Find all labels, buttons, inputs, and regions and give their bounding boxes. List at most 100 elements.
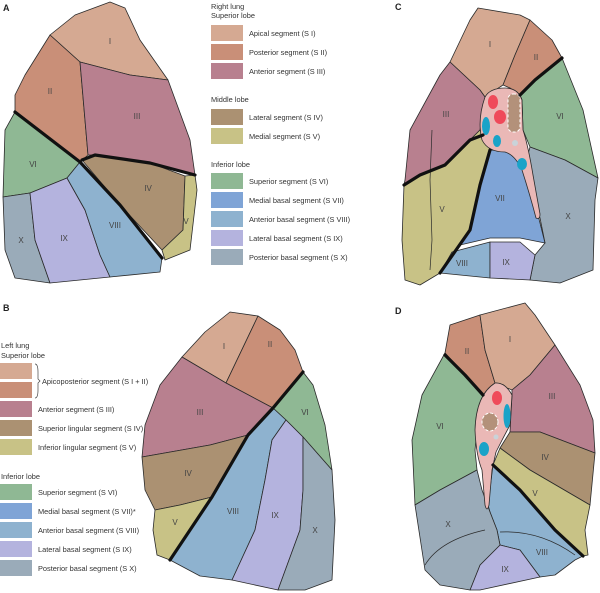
label-s9: IX [501,565,509,574]
segment-s10 [277,436,336,591]
legend-swatch [211,44,243,60]
oblique-fissure-upper [443,353,485,397]
oblique-fissure [491,463,585,558]
legend-swatch [211,192,243,208]
legend-item: Posterior basal segment (S X) [38,564,137,573]
pulmonary-artery-icon [488,95,498,109]
legend-swatch [211,25,243,41]
label-s3: III [197,408,204,417]
label-s6: VI [436,422,444,431]
legend-swatch [0,401,32,417]
legend-item: Anterior basal segment (S VIII) [249,215,350,224]
label-s2: II [268,340,272,349]
legend-swatch [0,420,32,436]
legend-lobe-title: Inferior lobe [211,160,250,169]
legend-lobe-title: Middle lobe [211,95,249,104]
panel-label-a: A [3,3,10,13]
label-s5: V [532,489,538,498]
label-s4: IV [184,469,192,478]
label-s10: X [565,212,571,221]
legend-swatch [211,173,243,189]
legend-lobe-title: Superior lobe [1,351,45,360]
legend-item: Lateral basal segment (S IX) [249,234,343,243]
label-s4: IV [144,184,152,193]
label-s1: I [109,37,111,46]
label-s2: II [465,347,469,356]
label-s6: VI [301,408,309,417]
label-s8: VIII [109,221,121,230]
legend-item: Inferior lingular segment (S V) [38,443,136,452]
panel-a-right-lung-lateral: I II III VI IV V VIII IX X [2,1,198,284]
legend-right-lung: Right lung Superior lobe Apical segment … [211,2,350,265]
panel-d-left-lung-medial: II I III VI IV V X VIII IX [411,302,596,591]
legend-swatch [0,363,32,379]
legend-item: Anterior basal segment (S VIII) [38,526,139,535]
lymph-node-icon [512,140,518,146]
subsegment-line [499,531,576,556]
legend-swatch [0,382,32,398]
panel-label-d: D [395,306,402,316]
bronchus-icon [481,412,499,432]
legend-title: Right lung [211,2,244,11]
oblique-fissure [13,110,164,260]
legend-item: Medial basal segment (S VII) [249,196,344,205]
legend-item: Posterior basal segment (S X) [249,253,348,262]
panel-c-right-lung-medial: I II III VI V VII X VIII IX [401,7,599,286]
label-s5: V [183,217,189,226]
label-s1: I [509,335,511,344]
label-s9: IX [502,258,510,267]
horizontal-fissure [80,153,197,177]
oblique-fissure-upper [518,56,564,97]
pulmonary-vein-icon [479,442,489,456]
legend-item: Posterior segment (S II) [249,48,327,57]
legend-swatch [0,439,32,455]
legend-lobe-title: Superior lobe [211,11,255,20]
legend-item: Medial segment (S V) [249,132,320,141]
legend-swatch [0,541,32,557]
oblique-fissure [168,370,305,562]
legend-item: Superior lingular segment (S IV) [38,424,143,433]
legend-item: Superior segment (S VI) [249,177,328,186]
legend-swatch [0,503,32,519]
legend-swatch [0,522,32,538]
label-s10: X [312,526,318,535]
legend-swatch [0,484,32,500]
label-s4: IV [541,453,549,462]
pulmonary-artery-icon [492,391,502,405]
legend-swatch [211,211,243,227]
legend-item: Superior segment (S VI) [38,488,117,497]
legend-swatch [211,63,243,79]
segment-s10 [414,469,501,591]
panel-b-left-lung-lateral: I II III IV V VI VIII IX X [141,311,336,591]
legend-swatch [211,230,243,246]
label-s6: VI [29,160,37,169]
pulmonary-artery-icon [494,110,506,124]
pulmonary-vein-icon [503,404,511,428]
legend-title: Left lung [1,341,29,350]
subsegment-line [424,529,486,566]
label-s10: X [445,520,451,529]
pulmonary-vein-icon [517,158,527,170]
legend-item: Anterior segment (S III) [249,67,325,76]
legend-swatch [211,249,243,265]
horizontal-fissure [402,133,485,187]
label-s8: VIII [227,507,239,516]
label-s3: III [134,112,141,121]
hilum [474,382,513,510]
label-s1: I [489,40,491,49]
legend-swatch [211,109,243,125]
legend-item: Lateral basal segment (S IX) [38,545,132,554]
label-s6: VI [556,112,564,121]
legend-item: Medial basal segment (S VII)* [38,507,136,516]
label-s5: V [172,518,178,527]
panel-label-b: B [3,303,10,313]
legend-item: Lateral segment (S IV) [249,113,323,122]
panel-label-c: C [395,2,402,12]
label-s2: II [534,53,538,62]
label-s2: II [48,87,52,96]
pulmonary-vein-icon [482,117,490,135]
legend-swatch [0,560,32,576]
label-s9: IX [271,511,279,520]
label-s9: IX [60,234,68,243]
